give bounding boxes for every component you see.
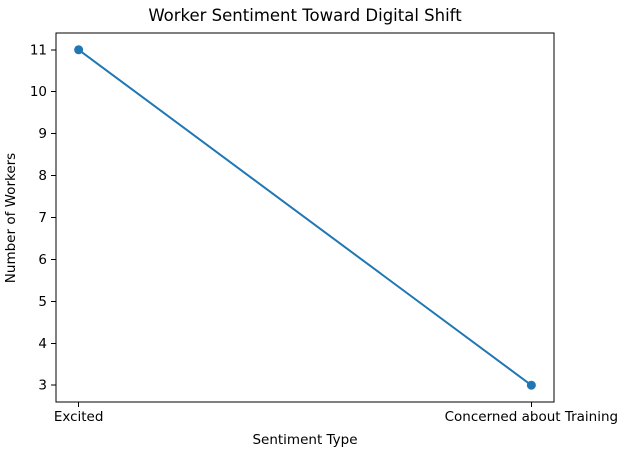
y-tick-label: 4 <box>38 336 47 352</box>
y-tick-label: 8 <box>38 168 47 184</box>
y-tick-label: 11 <box>30 42 47 58</box>
chart-title: Worker Sentiment Toward Digital Shift <box>148 6 462 25</box>
line-series <box>74 45 536 390</box>
y-tick-label: 7 <box>38 210 47 226</box>
y-tick-label: 5 <box>38 294 47 310</box>
data-point-marker <box>74 45 84 55</box>
y-axis-ticks: 3 4 5 6 7 8 9 10 11 <box>30 42 56 394</box>
y-axis-label: Number of Workers <box>3 153 19 283</box>
plot-area-border <box>55 32 555 403</box>
x-tick-label: Excited <box>54 409 104 425</box>
x-axis-label: Sentiment Type <box>252 432 357 448</box>
x-axis-ticks: Excited Concerned about Training <box>54 402 618 425</box>
data-point-marker <box>526 380 536 390</box>
y-tick-label: 6 <box>38 252 47 268</box>
y-tick-label: 3 <box>38 378 47 394</box>
y-tick-label: 9 <box>38 126 47 142</box>
y-tick-label: 10 <box>30 84 47 100</box>
x-tick-label: Concerned about Training <box>445 409 619 425</box>
series-line <box>77 48 533 387</box>
